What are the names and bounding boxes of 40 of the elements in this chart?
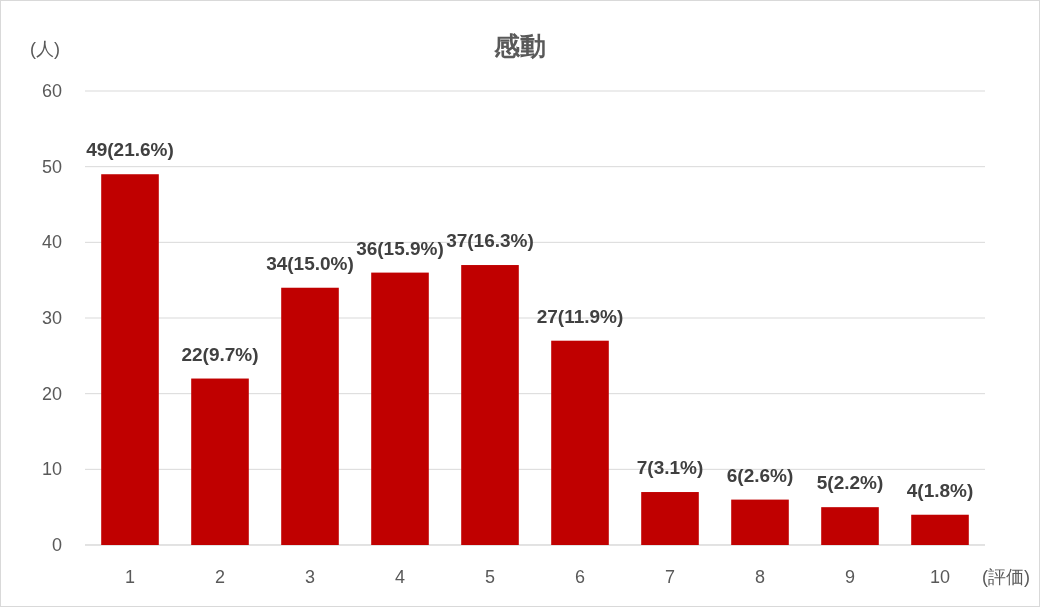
bar	[461, 265, 519, 545]
bar	[371, 272, 429, 545]
data-label: 6(2.6%)	[726, 464, 794, 486]
bar	[641, 492, 699, 545]
x-tick-label: 9	[844, 567, 856, 587]
y-tick-label: 10	[41, 459, 62, 480]
x-tick-label: 10	[929, 567, 951, 587]
x-tick-label: 4	[394, 567, 406, 587]
x-tick-label: 5	[484, 567, 496, 587]
data-label: 22(9.7%)	[181, 343, 259, 365]
bar	[191, 378, 249, 545]
x-tick-label: 6	[574, 567, 586, 587]
x-tick-label: 8	[754, 567, 766, 587]
bar	[551, 340, 609, 545]
bar	[911, 514, 969, 545]
x-axis-title: (評価)	[982, 567, 1030, 587]
data-label: 27(11.9%)	[536, 305, 624, 327]
chart-title: 感動	[493, 31, 546, 61]
data-label: 7(3.1%)	[636, 457, 704, 479]
y-tick-label: 50	[41, 156, 62, 177]
data-label: 37(16.3%)	[446, 230, 534, 252]
y-axis-title: (人)	[30, 39, 60, 59]
x-tick-label: 3	[304, 567, 316, 587]
data-label: 4(1.8%)	[906, 479, 974, 501]
bar	[731, 499, 789, 545]
x-tick-label: 1	[124, 567, 136, 587]
x-tick-label: 2	[214, 567, 226, 587]
y-tick-label: 20	[41, 383, 62, 404]
y-tick-label: 0	[51, 535, 62, 555]
y-tick-label: 40	[41, 232, 62, 253]
data-label: 5(2.2%)	[816, 472, 884, 494]
bar	[821, 507, 879, 545]
y-tick-label: 30	[41, 308, 62, 328]
data-label: 49(21.6%)	[86, 139, 174, 161]
x-tick-label: 7	[664, 567, 676, 587]
data-label: 36(15.9%)	[356, 237, 444, 259]
y-tick-label: 60	[41, 81, 62, 101]
bar	[281, 287, 339, 545]
data-label: 34(15.0%)	[266, 252, 354, 274]
bar	[101, 174, 159, 545]
